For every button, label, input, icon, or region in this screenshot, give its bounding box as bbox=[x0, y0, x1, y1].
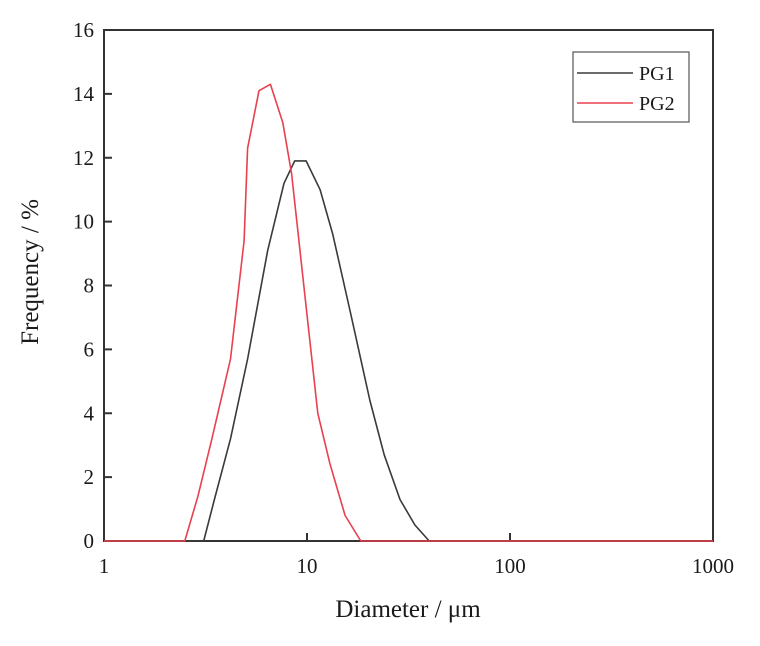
y-tick-label: 16 bbox=[73, 18, 94, 42]
legend-label-pg2: PG2 bbox=[639, 93, 675, 115]
x-tick-label: 10 bbox=[297, 554, 318, 578]
x-axis-ticks: 1 10 100 1000 bbox=[99, 533, 734, 578]
x-tick-label: 100 bbox=[494, 554, 526, 578]
y-tick-label: 8 bbox=[84, 274, 95, 298]
y-tick-label: 2 bbox=[84, 465, 95, 489]
x-axis-title: Diameter / μm bbox=[335, 596, 481, 623]
y-axis-ticks: 0 2 4 6 8 10 12 14 16 bbox=[73, 18, 112, 553]
y-tick-label: 6 bbox=[84, 337, 95, 361]
legend-box bbox=[572, 51, 690, 123]
series-layer bbox=[104, 83, 713, 542]
series-line-pg2 bbox=[104, 83, 713, 542]
y-tick-label: 14 bbox=[73, 82, 95, 106]
y-axis-title: Frequency / % bbox=[17, 199, 44, 345]
x-tick-label: 1000 bbox=[692, 554, 734, 578]
legend-label-pg1: PG1 bbox=[639, 63, 675, 85]
x-tick-label: 1 bbox=[99, 554, 110, 578]
y-tick-label: 12 bbox=[73, 146, 94, 170]
y-tick-label: 10 bbox=[73, 210, 94, 234]
y-tick-label: 0 bbox=[84, 529, 95, 553]
y-tick-label: 4 bbox=[84, 401, 95, 425]
series-line-pg1 bbox=[104, 160, 713, 542]
